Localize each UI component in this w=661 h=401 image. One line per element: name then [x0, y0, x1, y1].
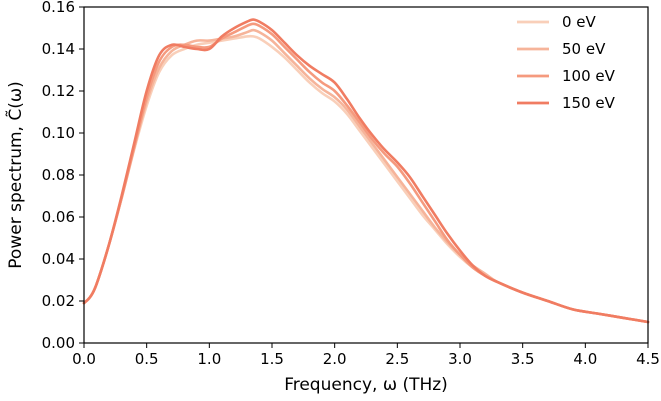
legend-label-0: 0 eV [562, 13, 597, 31]
x-tick-label: 2.5 [385, 350, 409, 368]
y-tick-label: 0.00 [42, 334, 75, 352]
legend: 0 eV 50 eV 100 eV 150 eV [517, 13, 616, 112]
y-axis-label: Power spectrum, C̃(ω) [5, 81, 26, 268]
x-axis-ticks: 0.0 0.5 1.0 1.5 2.0 2.5 3.0 3.5 4.0 4.5 [72, 343, 660, 368]
y-tick-label: 0.16 [42, 0, 75, 16]
legend-label-2: 100 eV [562, 67, 616, 85]
legend-label-3: 150 eV [562, 94, 616, 112]
x-tick-label: 4.5 [636, 350, 660, 368]
plot-lines [82, 18, 650, 324]
x-tick-label: 4.0 [573, 350, 597, 368]
y-tick-label: 0.10 [42, 124, 75, 142]
x-axis-label: Frequency, ω (THz) [284, 375, 448, 395]
legend-label-1: 50 eV [562, 40, 606, 58]
x-tick-label: 0.0 [72, 350, 96, 368]
x-tick-label: 1.0 [197, 350, 221, 368]
y-tick-label: 0.12 [42, 82, 75, 100]
x-tick-label: 0.5 [135, 350, 159, 368]
y-tick-label: 0.04 [42, 250, 75, 268]
x-tick-label: 3.0 [448, 350, 472, 368]
series-line-3 [82, 18, 650, 324]
y-tick-label: 0.02 [42, 292, 75, 310]
x-tick-label: 1.5 [260, 350, 284, 368]
x-tick-label: 3.5 [511, 350, 535, 368]
y-tick-label: 0.14 [42, 40, 75, 58]
y-tick-label: 0.06 [42, 208, 75, 226]
y-tick-label: 0.08 [42, 166, 75, 184]
series-line-1 [82, 28, 650, 324]
x-tick-label: 2.0 [323, 350, 347, 368]
y-axis-ticks: 0.00 0.02 0.04 0.06 0.08 0.10 0.12 0.14 0.16 [42, 0, 84, 352]
